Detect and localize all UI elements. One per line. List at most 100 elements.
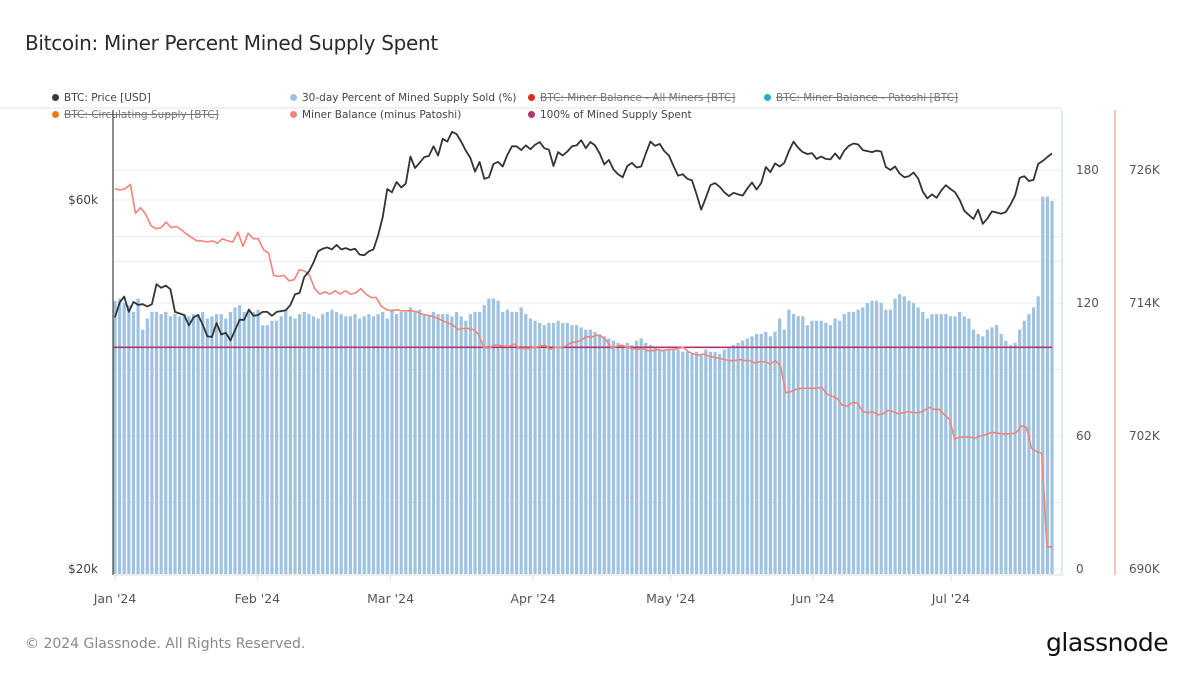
- bar: [801, 316, 805, 574]
- legend-item-btc-price[interactable]: BTC: Price [USD]: [52, 92, 151, 104]
- bar: [694, 351, 699, 574]
- bar: [731, 345, 736, 574]
- x-tick-label: Mar '24: [367, 591, 414, 606]
- percent-tick-label: 0: [1076, 562, 1084, 576]
- legend-item-percent-sold[interactable]: 30-day Percent of Mined Supply Sold (%): [290, 92, 517, 104]
- legend-label: BTC: Miner Balance - All Miners [BTC]: [540, 92, 736, 104]
- bar: [828, 325, 833, 574]
- bar: [367, 314, 371, 574]
- legend-label: 100% of Mined Supply Spent: [540, 109, 692, 121]
- bar: [810, 320, 814, 574]
- bar: [842, 314, 846, 574]
- bar: [671, 349, 676, 574]
- percent-tick-label: 120: [1076, 296, 1099, 310]
- bar: [925, 318, 929, 574]
- legend-label: Miner Balance (minus Patoshi): [302, 109, 462, 121]
- legend-dot-icon: [528, 111, 535, 118]
- bar: [999, 334, 1003, 574]
- bar: [187, 316, 191, 574]
- bar: [122, 303, 126, 574]
- bar: [962, 316, 966, 574]
- bar: [219, 314, 223, 574]
- bar: [768, 336, 773, 574]
- legend-item-circulating-supply[interactable]: BTC: Circulating Supply [BTC]: [52, 109, 219, 121]
- bar: [764, 331, 768, 574]
- bar: [884, 309, 888, 574]
- bar: [1036, 296, 1040, 574]
- bar: [136, 298, 140, 574]
- bar: [491, 298, 496, 574]
- bar: [898, 294, 902, 574]
- x-tick-label: Apr '24: [510, 591, 555, 606]
- legend-item-miner-balance-patoshi[interactable]: BTC: Miner Balance - Patoshi [BTC]: [764, 92, 958, 104]
- bar: [851, 311, 856, 574]
- bar: [593, 331, 597, 574]
- bar: [570, 325, 574, 574]
- bar: [514, 311, 519, 574]
- bar: [833, 318, 837, 574]
- bar: [265, 325, 269, 574]
- bar: [870, 300, 874, 574]
- chart-title: Bitcoin: Miner Percent Mined Supply Spen…: [25, 31, 438, 55]
- legend-dot-icon: [290, 94, 297, 101]
- bar: [930, 314, 934, 574]
- bar: [708, 351, 713, 574]
- bar: [1045, 196, 1049, 574]
- bar: [371, 316, 376, 574]
- percent-tick-label: 180: [1076, 163, 1099, 177]
- bar: [505, 309, 509, 574]
- bar: [787, 309, 791, 574]
- bar: [145, 318, 149, 574]
- legend-label: BTC: Circulating Supply [BTC]: [64, 109, 219, 121]
- x-tick-label: May '24: [646, 591, 695, 606]
- bar: [348, 316, 353, 574]
- bar: [944, 314, 948, 574]
- bar: [201, 311, 205, 574]
- legend-item-100-percent-spent[interactable]: 100% of Mined Supply Spent: [528, 109, 692, 121]
- bar: [459, 316, 463, 574]
- bar: [875, 300, 879, 574]
- bar: [422, 314, 426, 574]
- bar: [404, 311, 408, 574]
- bar: [362, 316, 366, 574]
- bar: [662, 349, 666, 574]
- legend-label: 30-day Percent of Mined Supply Sold (%): [302, 92, 517, 104]
- bar: [921, 311, 925, 574]
- bar: [1022, 320, 1026, 574]
- bar: [288, 316, 292, 574]
- bar: [995, 325, 999, 574]
- bar: [496, 300, 500, 574]
- bar: [722, 349, 726, 574]
- bar: [985, 329, 989, 574]
- bar: [270, 320, 274, 574]
- bar: [658, 349, 662, 574]
- bar: [298, 314, 302, 574]
- bar: [385, 318, 389, 574]
- bar: [251, 311, 256, 574]
- bar: [214, 314, 219, 574]
- x-tick-label: Jan '24: [93, 591, 137, 606]
- axes: [112, 110, 1116, 576]
- bar: [307, 314, 311, 574]
- bar: [791, 314, 796, 574]
- bar: [533, 320, 537, 574]
- bar: [856, 309, 860, 574]
- bar: [464, 320, 468, 574]
- legend-label: BTC: Miner Balance - Patoshi [BTC]: [776, 92, 959, 104]
- bar: [598, 334, 602, 574]
- bar: [431, 311, 436, 574]
- legend-dot-icon: [52, 94, 59, 101]
- bar: [634, 340, 639, 574]
- bar: [565, 322, 569, 574]
- bar: [976, 334, 980, 574]
- line-miner-balance-minus-patoshi: [114, 183, 1052, 548]
- bar: [939, 314, 943, 574]
- legend-item-miner-balance-all[interactable]: BTC: Miner Balance - All Miners [BTC]: [528, 92, 735, 104]
- balance-tick-label: 714K: [1129, 296, 1161, 310]
- bar: [745, 338, 749, 574]
- bar: [399, 311, 403, 574]
- bar: [602, 336, 606, 574]
- legend-item-miner-balance-minus-patoshi[interactable]: Miner Balance (minus Patoshi): [290, 109, 461, 121]
- bar: [690, 353, 694, 574]
